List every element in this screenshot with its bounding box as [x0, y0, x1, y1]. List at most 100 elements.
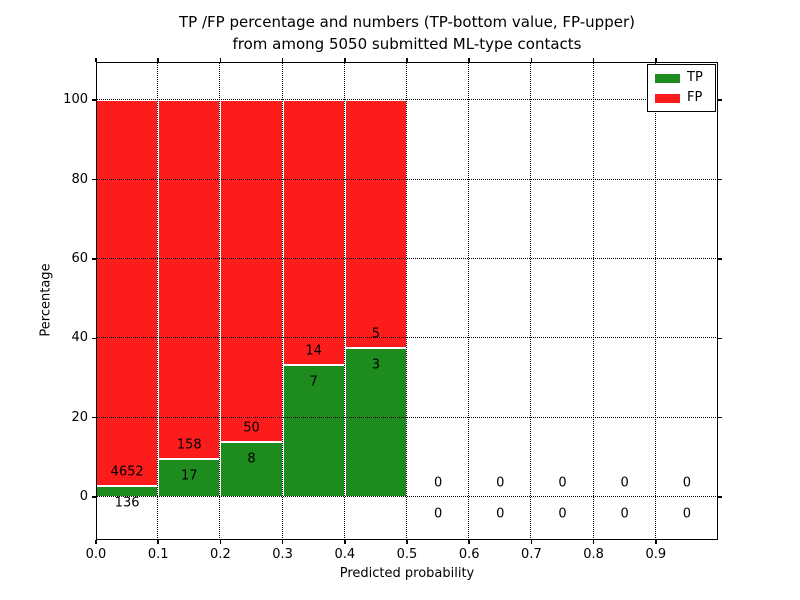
v-gridline — [468, 62, 470, 540]
x-tick-label: 0.3 — [272, 547, 293, 562]
y-tick-left — [92, 258, 96, 260]
v-gridline — [592, 62, 594, 540]
x-tick-top — [655, 58, 657, 62]
h-gridline — [96, 99, 718, 101]
bar-segment-fp — [220, 100, 283, 443]
x-tick-top — [219, 58, 222, 62]
x-tick-label: 0.0 — [85, 547, 107, 562]
tp-count-label: 7 — [309, 374, 318, 390]
y-tick-left — [92, 178, 96, 181]
y-tick-label: 60 — [71, 250, 88, 266]
x-tick-top — [95, 58, 97, 62]
fp-count-label: 4652 — [110, 464, 144, 480]
v-gridline — [219, 62, 221, 540]
y-tick-right — [718, 496, 722, 498]
x-tick-top — [344, 58, 346, 62]
fp-count-label: 158 — [176, 437, 202, 453]
y-tick-label: 40 — [71, 330, 88, 346]
h-gridline — [96, 496, 718, 498]
fp-count-label: 50 — [243, 420, 260, 436]
legend: TP FP — [647, 64, 716, 112]
y-tick-label: 100 — [63, 92, 88, 108]
x-tick-bottom — [95, 540, 97, 544]
x-tick-label: 0.2 — [210, 547, 231, 562]
x-tick-label: 0.9 — [645, 547, 667, 562]
y-tick-label: 0 — [79, 489, 88, 505]
x-tick-bottom — [281, 540, 284, 544]
x-tick-bottom — [157, 540, 159, 544]
x-tick-bottom — [344, 540, 346, 544]
h-gridline — [96, 257, 718, 259]
fp-count-label: 0 — [620, 475, 629, 491]
v-gridline — [654, 62, 656, 540]
y-tick-label: 20 — [71, 409, 88, 425]
legend-label-fp: FP — [687, 90, 703, 105]
tp-count-label: 0 — [682, 506, 692, 522]
bar-segment-fp — [96, 100, 159, 486]
y-tick-label: 80 — [71, 171, 88, 187]
x-tick-bottom — [592, 540, 595, 544]
y-tick-right — [718, 99, 722, 101]
tp-count-label: 0 — [558, 506, 567, 522]
tp-count-label: 0 — [496, 506, 505, 522]
x-tick-label: 0.8 — [583, 547, 604, 562]
tp-count-label: 0 — [433, 506, 443, 522]
bar-segment-fp — [344, 100, 407, 349]
y-tick-left — [92, 496, 96, 498]
y-tick-left — [92, 337, 96, 340]
bar-segment-tp — [282, 364, 345, 498]
x-tick-top — [592, 58, 595, 62]
v-gridline — [406, 62, 407, 540]
v-gridline — [157, 62, 159, 540]
bar-segment-tp — [344, 348, 407, 498]
v-gridline — [281, 62, 283, 540]
legend-swatch-fp — [655, 93, 680, 103]
x-tick-top — [406, 58, 408, 62]
fp-count-label: 5 — [371, 326, 381, 342]
x-tick-bottom — [406, 540, 408, 544]
y-tick-right — [718, 337, 722, 340]
x-tick-bottom — [530, 540, 533, 544]
fp-count-label: 14 — [305, 343, 322, 359]
h-gridline — [96, 337, 718, 339]
bar-segment-fp — [282, 100, 345, 365]
y-tick-left — [92, 99, 96, 101]
tp-count-label: 136 — [114, 495, 140, 511]
fp-count-label: 0 — [558, 475, 567, 491]
legend-swatch-tp — [655, 73, 680, 83]
x-tick-bottom — [219, 540, 222, 544]
y-axis-label: Percentage — [38, 263, 54, 337]
fp-count-label: 0 — [433, 475, 443, 491]
chart-title-line2: from among 5050 submitted ML-type contac… — [232, 35, 582, 53]
x-tick-top — [157, 58, 159, 62]
fp-count-label: 0 — [682, 475, 692, 491]
x-tick-label: 0.4 — [334, 547, 356, 562]
y-tick-right — [718, 178, 722, 181]
bar-segment-fp — [158, 100, 221, 459]
tp-count-label: 3 — [371, 357, 381, 373]
x-tick-bottom — [468, 540, 470, 544]
y-tick-right — [718, 416, 722, 419]
x-tick-top — [530, 58, 533, 62]
h-gridline — [96, 178, 718, 180]
legend-item-fp: FP — [655, 91, 708, 105]
x-tick-label: 0.6 — [458, 547, 480, 562]
v-gridline — [530, 62, 532, 540]
tp-count-label: 0 — [620, 506, 629, 522]
fp-count-label: 0 — [496, 475, 505, 491]
x-tick-label: 0.1 — [147, 547, 169, 562]
legend-item-tp: TP — [655, 71, 708, 85]
chart-title-line1: TP /FP percentage and numbers (TP-bottom… — [179, 13, 635, 31]
y-tick-right — [718, 258, 722, 260]
x-tick-label: 0.5 — [396, 547, 418, 562]
x-tick-top — [281, 58, 284, 62]
tp-count-label: 17 — [181, 468, 198, 484]
v-gridline — [343, 62, 345, 540]
x-tick-label: 0.7 — [521, 547, 542, 562]
y-tick-left — [92, 416, 96, 419]
legend-label-tp: TP — [687, 70, 703, 85]
x-tick-top — [468, 58, 470, 62]
chart-title: TP /FP percentage and numbers (TP-bottom… — [96, 11, 718, 55]
tp-count-label: 8 — [247, 451, 256, 467]
